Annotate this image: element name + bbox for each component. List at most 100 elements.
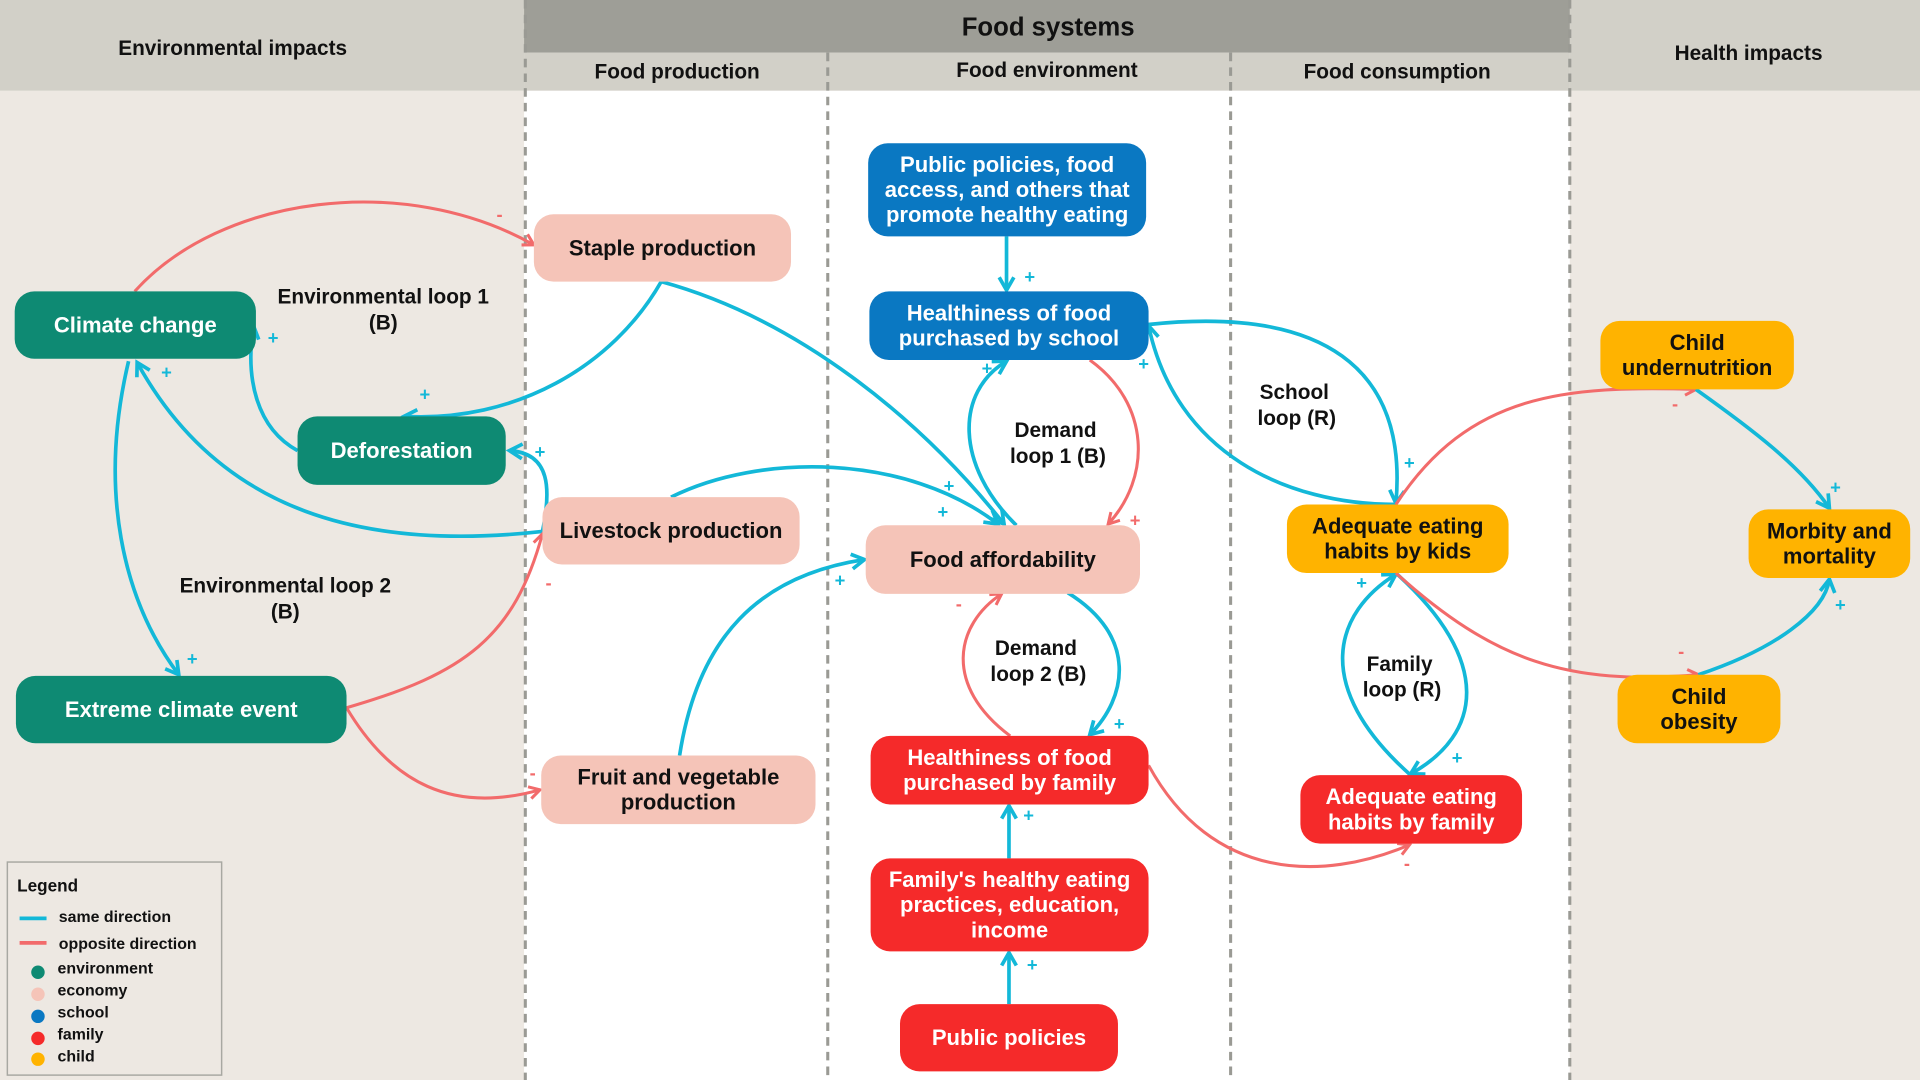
edge-obesity-to-morbidity <box>1697 575 1837 677</box>
loop-label-school: School loop (R) <box>1257 381 1336 430</box>
node-livestock: Livestock production <box>542 497 800 565</box>
sign: + <box>1023 805 1034 826</box>
legend-economy: economy <box>58 983 128 1000</box>
node-label: Food affordability <box>910 547 1097 572</box>
node-box <box>1300 775 1523 844</box>
node-box <box>870 858 1149 952</box>
node-box <box>541 755 816 825</box>
loop-label-demand1: Demand loop 1 (B) <box>1010 419 1106 468</box>
node-box <box>1617 674 1781 744</box>
header-food-systems: Food systems <box>962 14 1135 42</box>
node-label: Public policies <box>932 1025 1086 1050</box>
legend-same-direction: same direction <box>59 909 171 926</box>
sign: - <box>546 572 552 593</box>
health-header-bg <box>1569 0 1920 91</box>
polarity-signs: - + + + + + - - + + + + + + + + + - + + … <box>161 203 1846 975</box>
node-box <box>870 735 1149 805</box>
node-box <box>865 525 1140 594</box>
sign: + <box>982 358 993 379</box>
node-fruit-veg: Fruit and vegetable production <box>541 755 816 825</box>
node-label: Healthiness of food purchased by family <box>903 745 1117 795</box>
edge-livestock-to-affordability <box>670 465 1001 527</box>
legend-environment: environment <box>58 960 154 977</box>
legend-dot-environment <box>31 965 45 979</box>
node-box <box>1600 320 1794 390</box>
node-label: Public policies, food access, and others … <box>885 152 1131 227</box>
node-box <box>15 675 347 744</box>
node-label: Fruit and vegetable production <box>577 765 779 815</box>
edge-kids-to-school-food <box>1142 322 1396 507</box>
node-extreme-climate: Extreme climate event <box>15 675 347 744</box>
node-box <box>533 214 792 282</box>
node-label: Morbity and mortality <box>1767 518 1892 568</box>
sign: + <box>1027 954 1038 975</box>
node-family-habits: Adequate eating habits by family <box>1300 775 1523 844</box>
edge-family-food-to-affordability <box>961 592 1012 738</box>
node-label: Healthiness of food purchased by school <box>899 301 1119 351</box>
node-label: Child undernutrition <box>1622 330 1773 380</box>
legend-school: school <box>58 1005 109 1022</box>
sign: + <box>1404 452 1415 473</box>
node-affordability: Food affordability <box>865 525 1140 594</box>
node-undernutrition: Child undernutrition <box>1600 320 1794 390</box>
edge-extreme-to-fruitveg <box>345 706 543 800</box>
node-kids-habits: Adequate eating habits by kids <box>1286 504 1509 574</box>
sign: + <box>835 570 846 591</box>
node-label: Family's healthy eating practices, educat… <box>889 867 1131 942</box>
edge-extreme-to-livestock <box>346 530 548 710</box>
sign: + <box>420 383 431 404</box>
sign: + <box>1130 510 1141 531</box>
node-school-policies: Public policies, food access, and others … <box>868 143 1147 237</box>
food-subheader-bg <box>524 52 1570 91</box>
node-label: Climate change <box>54 312 217 337</box>
header-health-impacts: Health impacts <box>1675 42 1823 65</box>
node-deforestation: Deforestation <box>297 416 506 485</box>
edge-school-food-to-affordability <box>1088 358 1140 527</box>
food-systems-header-bg <box>524 0 1570 53</box>
loop-label-env2: Environmental loop 2 (B) <box>180 575 391 624</box>
loop-label-family: Family loop (R) <box>1363 653 1442 702</box>
node-box <box>1748 509 1911 578</box>
sign: + <box>1114 713 1125 734</box>
node-obesity: Child obesity <box>1617 674 1781 744</box>
sign: + <box>1452 747 1463 768</box>
sign: + <box>1024 266 1035 287</box>
edge-family-food-to-family-habits <box>1147 764 1413 869</box>
loop-label-demand2: Demand loop 2 (B) <box>990 637 1086 686</box>
node-box <box>868 143 1147 237</box>
node-school-food: Healthiness of food purchased by school <box>869 291 1149 360</box>
edge-kids-to-family-habits <box>1394 571 1469 776</box>
column-dividers <box>523 0 1572 1080</box>
sign: + <box>1356 572 1367 593</box>
legend-child: child <box>58 1049 95 1066</box>
sign: + <box>1835 594 1846 615</box>
environmental-header-bg <box>0 0 525 91</box>
node-family-practices: Family's healthy eating practices, educat… <box>870 858 1149 952</box>
edge-affordability-to-school-food <box>967 359 1018 527</box>
node-label: Extreme climate event <box>65 697 298 722</box>
header-food-environment: Food environment <box>956 59 1137 82</box>
node-label: Child obesity <box>1660 684 1738 734</box>
edge-fruitveg-to-affordability <box>677 552 869 756</box>
node-label: Adequate eating habits by kids <box>1312 514 1483 564</box>
edge-staple-to-deforestation <box>400 280 663 426</box>
sign: - <box>1672 393 1678 414</box>
header-environmental-impacts: Environmental impacts <box>118 37 347 60</box>
sign: + <box>268 327 279 348</box>
edge-affordability-to-family-food <box>1066 591 1122 738</box>
sign: + <box>944 475 955 496</box>
node-climate-change: Climate change <box>14 291 256 359</box>
legend-dot-child <box>31 1052 45 1066</box>
sign: + <box>161 361 172 382</box>
legend-dot-family <box>31 1031 45 1046</box>
node-label: Adequate eating habits by family <box>1326 784 1497 834</box>
edge-family-habits-to-kids <box>1340 572 1412 777</box>
sign: - <box>497 203 503 224</box>
legend-title: Legend <box>17 875 78 895</box>
edge-climate-to-extreme <box>113 360 182 678</box>
sign: - <box>1678 641 1684 662</box>
node-public-policies: Public policies <box>900 1004 1118 1072</box>
sign: + <box>535 441 546 462</box>
sign: + <box>187 648 198 669</box>
node-staple: Staple production <box>533 214 792 282</box>
